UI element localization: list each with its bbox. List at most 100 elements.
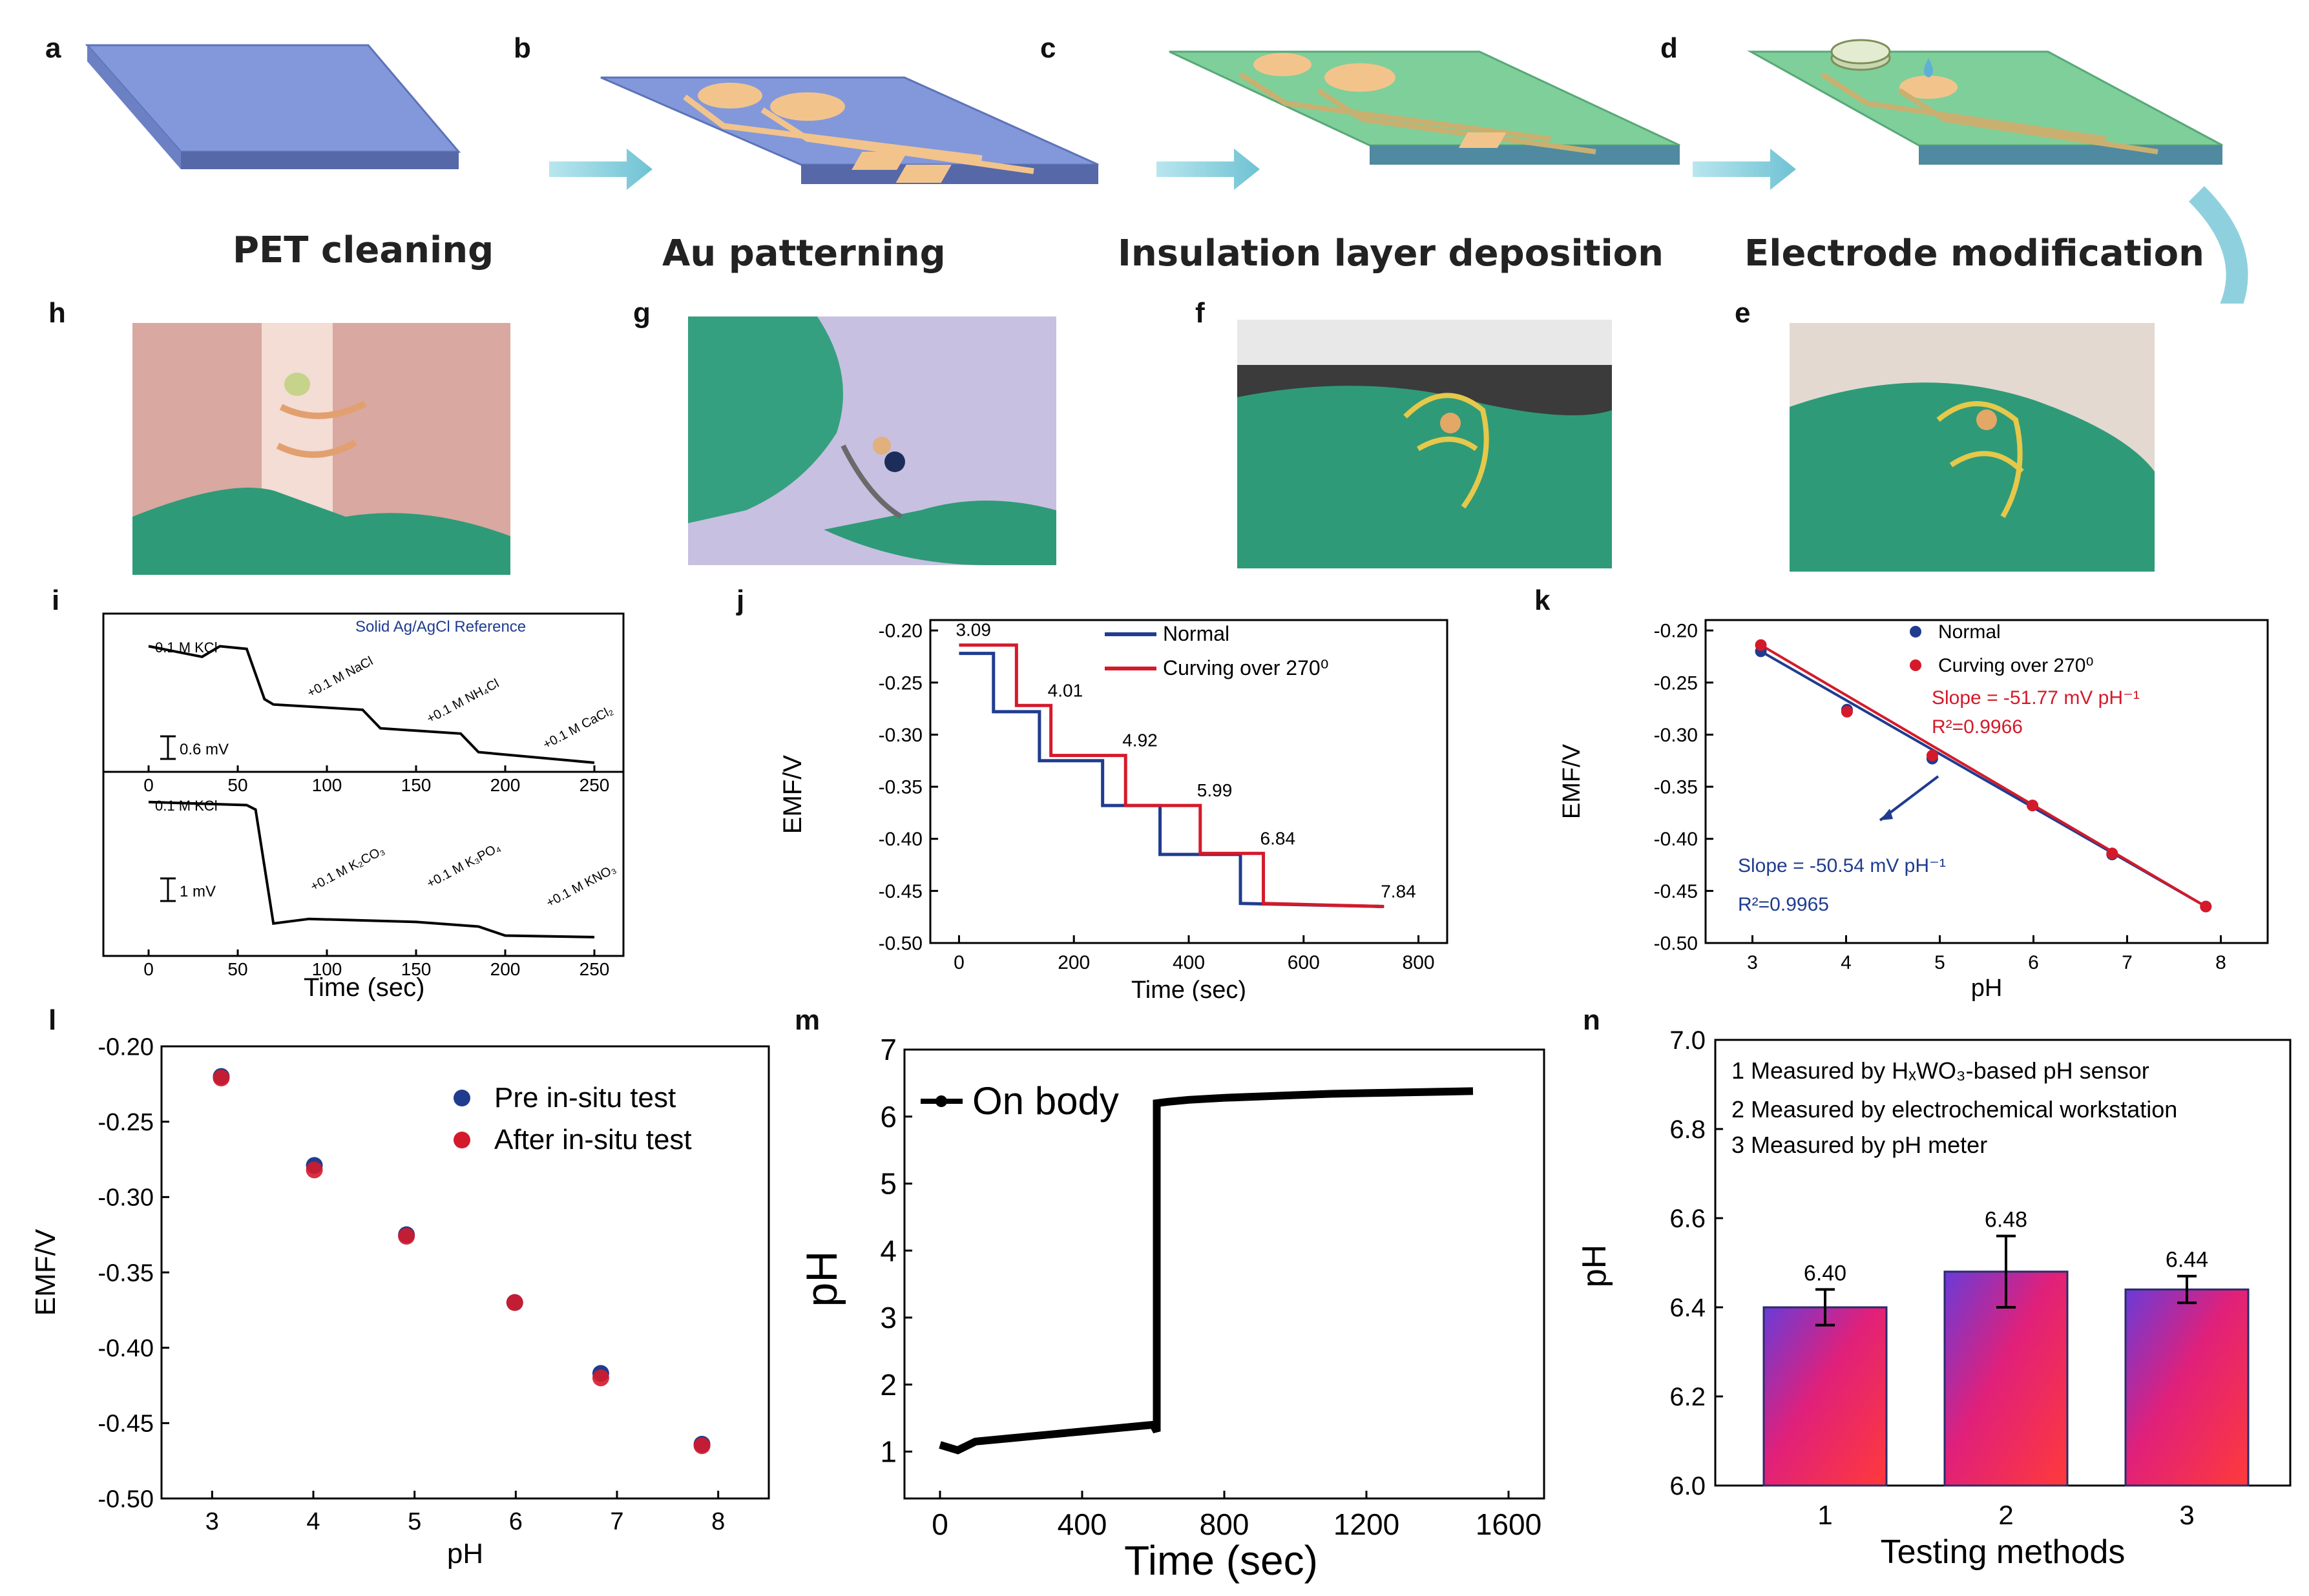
- right-arrow-icon: [549, 149, 653, 190]
- chart-k-fit-r2-curving: R²=0.9966: [1932, 716, 2023, 738]
- chart-n-y-tick-label: 6.4: [1669, 1294, 1706, 1322]
- chart-j-step-label: 4.01: [1048, 680, 1083, 700]
- chart-j-step-label: 4.92: [1122, 731, 1158, 751]
- chart-m-x-tick-label: 0: [932, 1508, 948, 1541]
- chart-n-y-tick-label: 6.8: [1669, 1115, 1706, 1144]
- chart-m-y-tick-label: 7: [880, 1033, 897, 1066]
- chart-i-bottom-tick-label: 50: [227, 959, 247, 979]
- chart-n-y-tick-label: 6.2: [1669, 1383, 1706, 1411]
- chart-l-point-after: [306, 1161, 323, 1179]
- right-arrow-icon: [1693, 149, 1796, 190]
- chart-i-xlabel: Time (sec): [304, 973, 424, 1001]
- chart-k-point-curving: [1926, 749, 1938, 762]
- chart-k-y-tick-label: -0.40: [1654, 829, 1698, 850]
- chart-l-x-tick-label: 8: [711, 1508, 725, 1535]
- chart-l-x-tick-label: 6: [509, 1508, 523, 1535]
- chart-i-top-tick-label: 0: [143, 775, 154, 795]
- chart-l-ylabel: EMF/V: [30, 1228, 61, 1316]
- chart-k-point-curving: [1755, 639, 1767, 651]
- panel-label-l: l: [48, 1004, 57, 1036]
- chart-j-xlabel: Time (sec): [1131, 977, 1246, 1001]
- panel-label-k: k: [1534, 585, 1551, 616]
- chart-l-point-after: [398, 1228, 415, 1245]
- chart-n-value-label: 6.40: [1804, 1261, 1846, 1285]
- chart-k-ylabel: EMF/V: [1558, 743, 1585, 819]
- curved-arrow-icon: [2188, 185, 2248, 304]
- au-patterned-slide: [600, 76, 1099, 184]
- chart-k-y-tick-label: -0.20: [1654, 621, 1698, 642]
- chart-k-y-tick-label: -0.35: [1654, 777, 1698, 798]
- chart-n-x-tick-label: 1: [1817, 1500, 1832, 1530]
- chart-j-x-tick-label: 800: [1403, 952, 1435, 973]
- chart-i-annotation-top-0: 0.1 M KCl: [155, 639, 218, 656]
- chart-j-legend-normal: Normal: [1163, 622, 1229, 645]
- chart-l-point-after: [592, 1369, 609, 1387]
- panel-label-d: d: [1660, 32, 1678, 64]
- chart-k-y-tick-label: -0.25: [1654, 672, 1698, 694]
- chart-l: 3 4 5 6 7 8 -0.20 -0.25 -0.30 -0.35 -0.40 -0.45 -0.5…: [30, 1033, 770, 1570]
- chart-m-legend-on-body: On body: [972, 1079, 1119, 1123]
- chart-l-x-tick-label: 5: [408, 1508, 421, 1535]
- chart-k-xlabel: pH: [1971, 975, 2003, 1001]
- chart-l-y-tick-label: -0.40: [98, 1335, 154, 1362]
- insulated-slide: [1169, 50, 1680, 165]
- chart-n-xlabel: Testing methods: [1881, 1533, 2126, 1571]
- chart-n-legend-2: 2 Measured by electrochemical workstatio…: [1731, 1096, 2177, 1123]
- chart-k-point-curving: [2200, 900, 2212, 913]
- chart-j-y-tick-label: -0.40: [879, 829, 923, 850]
- chart-m-series-on-body: [939, 1087, 1474, 1455]
- chart-n-x-tick-label: 2: [1998, 1500, 2013, 1530]
- fabrication-steps-illustration: [85, 39, 2248, 304]
- chart-k-point-curving: [2106, 847, 2118, 860]
- chart-i-annotation-bottom-0: 0.1 M KCl: [155, 798, 218, 814]
- chart-n-y-tick-label: 7.0: [1669, 1026, 1706, 1055]
- panel-label-g: g: [633, 297, 651, 329]
- chart-m-x-tick-label: 800: [1200, 1508, 1249, 1541]
- chart-j-legend-curving: Curving over 270⁰: [1163, 656, 1329, 679]
- chart-i-top-tick-label: 250: [580, 775, 610, 795]
- chart-l-y-tick-label: -0.50: [98, 1486, 154, 1513]
- right-arrow-icon: [1156, 149, 1260, 190]
- chart-k-fit-slope-curving: Slope = -51.77 mV pH⁻¹: [1932, 687, 2140, 709]
- pet-slide: [85, 44, 461, 169]
- chart-j-step-label: 7.84: [1381, 882, 1416, 902]
- chart-k-x-tick-label: 5: [1934, 952, 1945, 973]
- chart-n-y-tick-label: 6.0: [1669, 1472, 1706, 1500]
- chart-l-legend-swatch-pre: [454, 1090, 470, 1106]
- chart-j: 0 200 400 600 800 -0.20 -0.25 -0.30 -0.35 -0.40 -0…: [778, 619, 1448, 1001]
- chart-j-ylabel: EMF/V: [778, 755, 807, 834]
- panel-label-b: b: [514, 32, 531, 64]
- chart-j-y-tick-label: -0.35: [879, 777, 923, 798]
- chart-l-y-tick-label: -0.20: [98, 1033, 154, 1061]
- panel-label-e: e: [1735, 297, 1751, 329]
- step-caption-electrode-modification: Electrode modification: [1744, 233, 2204, 275]
- chart-i-annotation-top-3: +0.1 M CaCl₂: [541, 703, 616, 752]
- chart-i-bottom-tick-label: 100: [312, 959, 342, 979]
- chart-l-y-tick-label: -0.45: [98, 1411, 154, 1438]
- photo-e-finger-sensor: [1790, 323, 2155, 572]
- chart-i-top-tick-label: 50: [227, 775, 247, 795]
- chart-j-series-curving: [959, 643, 1384, 909]
- panel-label-c: c: [1040, 32, 1056, 64]
- chart-m-xlabel: Time (sec): [1124, 1537, 1318, 1584]
- chart-l-legend-pre: Pre in-situ test: [494, 1082, 676, 1114]
- chart-n: 6.0 6.2 6.4 6.6 6.8 7.0 1 2 3 6.40 6.48 6.44 1 Mea…: [1576, 1026, 2292, 1571]
- chart-i-bottom-series: [148, 800, 595, 938]
- chart-n-value-label: 6.48: [1985, 1208, 2027, 1232]
- chart-l-x-tick-label: 7: [610, 1508, 623, 1535]
- chart-m-x-tick-label: 1200: [1333, 1508, 1399, 1541]
- chart-i-top-tick-label: 200: [490, 775, 521, 795]
- chart-k-fit-slope-normal: Slope = -50.54 mV pH⁻¹: [1738, 855, 1946, 876]
- chart-l-x-tick-label: 4: [306, 1508, 320, 1535]
- chart-m-y-tick-label: 3: [880, 1301, 897, 1334]
- chart-k-y-tick-label: -0.45: [1654, 881, 1698, 902]
- chart-j-y-tick-label: -0.20: [879, 621, 923, 642]
- chart-m-y-tick-label: 1: [880, 1435, 897, 1468]
- chart-i-annotation-top-2: +0.1 M NH₄Cl: [424, 676, 501, 726]
- chart-i-top-series: [148, 645, 595, 764]
- chart-i-legend: Solid Ag/AgCl Reference: [355, 618, 526, 636]
- chart-k-frame: [1704, 619, 2269, 944]
- chart-j-step-label: 5.99: [1197, 780, 1233, 800]
- chart-i-bottom-tick-label: 250: [580, 959, 610, 979]
- chart-j-series-normal: [959, 652, 1384, 909]
